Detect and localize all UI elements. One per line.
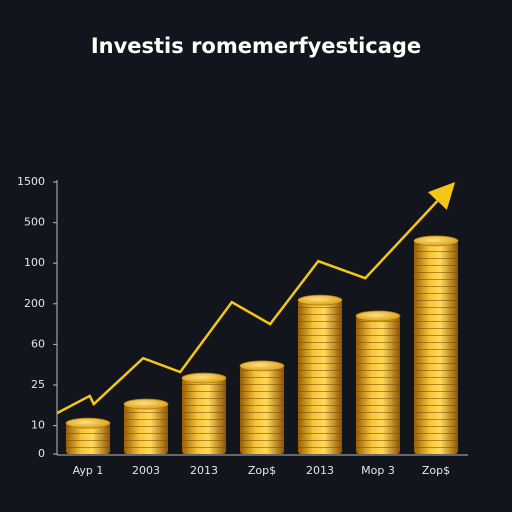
- coin-top: [181, 372, 227, 384]
- coin-top: [239, 360, 285, 372]
- x-tick-label: 2013: [190, 464, 218, 477]
- y-tick-label: 1500: [17, 175, 45, 188]
- y-tick-label: 100: [24, 256, 45, 269]
- coin-ridges: [356, 315, 400, 454]
- x-tick-label: 2003: [132, 464, 160, 477]
- y-tick-label: 25: [31, 378, 45, 391]
- y-tick-label: 10: [31, 419, 45, 432]
- chart-title: Investis romemerfyesticage: [91, 34, 421, 58]
- trend-line: [56, 200, 439, 415]
- x-tick-label: Ayp 1: [73, 464, 104, 477]
- y-tick-label: 0: [38, 447, 45, 460]
- coin-top: [297, 294, 343, 306]
- x-tick-label: 2013: [306, 464, 334, 477]
- y-tick-label: 500: [24, 216, 45, 229]
- coin-top: [123, 398, 169, 410]
- coin-ridges: [298, 300, 342, 454]
- x-tick-label: Zop$: [422, 464, 450, 477]
- coin-top: [413, 235, 459, 247]
- coin-ridges: [414, 240, 458, 454]
- coin-ridges: [182, 378, 226, 454]
- y-tick-label: 200: [24, 297, 45, 310]
- y-tick-label: 60: [31, 337, 45, 350]
- x-tick-label: Mop 3: [361, 464, 395, 477]
- coin-ridges: [240, 365, 284, 454]
- coin-ridges: [124, 404, 168, 454]
- x-tick-label: Zop$: [248, 464, 276, 477]
- coin-top: [355, 310, 401, 322]
- trend-arrowhead: [427, 182, 456, 210]
- coin-top: [65, 417, 111, 429]
